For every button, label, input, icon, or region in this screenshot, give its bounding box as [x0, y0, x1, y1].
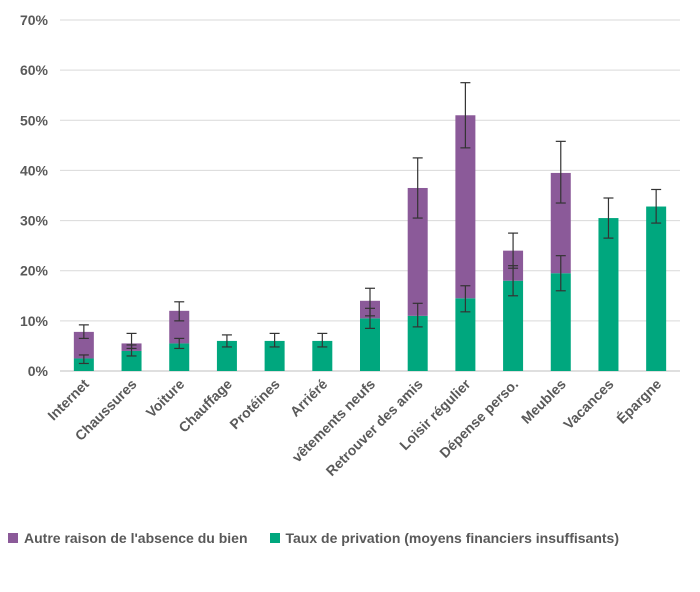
- bar-deprivation-rate: [169, 343, 190, 371]
- y-tick-label: 20%: [20, 263, 49, 279]
- x-category-label: Arriéré: [287, 376, 331, 420]
- error-bar-deprivation-rate: [555, 255, 566, 292]
- error-bars: [78, 82, 662, 365]
- bars: [73, 115, 667, 371]
- grid-lines: [60, 19, 680, 372]
- y-tick-label: 70%: [20, 12, 49, 28]
- y-tick-label: 10%: [20, 313, 49, 329]
- y-tick-label: 50%: [20, 112, 49, 128]
- error-bar-deprivation-rate: [174, 337, 185, 350]
- error-bar-other-reason: [555, 140, 566, 204]
- x-category-label: Épargne: [613, 376, 664, 427]
- legend-swatch-purple: [8, 533, 18, 543]
- legend: Autre raison de l'absence du bien Taux d…: [8, 530, 698, 546]
- error-bar-deprivation-rate: [317, 332, 328, 348]
- error-bar-deprivation-rate: [603, 197, 614, 239]
- error-bar-other-reason: [174, 301, 185, 322]
- error-bar-other-reason: [460, 82, 471, 149]
- x-category-label: Protéines: [226, 376, 283, 433]
- bar-other-reason: [169, 310, 190, 344]
- y-axis-ticks: 0% 10% 20% 30% 40% 50% 60% 70%: [20, 12, 49, 379]
- bar-deprivation-rate: [598, 218, 619, 371]
- legend-label-other-reason: Autre raison de l'absence du bien: [24, 530, 248, 546]
- error-bar-deprivation-rate: [221, 334, 232, 348]
- bar-other-reason: [407, 187, 428, 316]
- legend-label-deprivation-rate: Taux de privation (moyens financiers ins…: [285, 530, 619, 546]
- error-bar-other-reason: [365, 287, 375, 317]
- bar-other-reason: [455, 115, 476, 299]
- bar-deprivation-rate: [646, 206, 667, 371]
- y-tick-label: 60%: [20, 62, 49, 78]
- x-category-label: vêtements neufs: [289, 376, 379, 466]
- x-category-label: Vacances: [560, 376, 617, 433]
- bar-deprivation-rate: [455, 298, 476, 371]
- error-bar-other-reason: [412, 157, 423, 219]
- bar-deprivation-rate: [312, 340, 333, 371]
- bar-other-reason: [550, 172, 571, 274]
- bar-deprivation-rate: [407, 315, 428, 371]
- error-bar-deprivation-rate: [412, 302, 423, 328]
- error-bar-deprivation-rate: [460, 285, 471, 313]
- bar-deprivation-rate: [550, 273, 571, 371]
- error-bar-other-reason: [78, 324, 89, 340]
- bar-deprivation-rate: [264, 340, 285, 371]
- x-category-label: Voiture: [143, 376, 188, 421]
- bar-deprivation-rate: [503, 280, 524, 371]
- x-category-label: Internet: [44, 376, 92, 424]
- bar-deprivation-rate: [73, 358, 94, 371]
- y-tick-label: 30%: [20, 213, 49, 229]
- error-bar-deprivation-rate: [651, 188, 662, 224]
- legend-item-deprivation-rate: Taux de privation (moyens financiers ins…: [269, 530, 619, 546]
- error-bar-other-reason: [508, 232, 519, 269]
- legend-item-other-reason: Autre raison de l'absence du bien: [8, 530, 248, 546]
- y-tick-label: 0%: [28, 363, 49, 379]
- error-bar-deprivation-rate: [269, 332, 280, 348]
- y-tick-label: 40%: [20, 162, 49, 178]
- legend-swatch-green: [269, 533, 280, 543]
- bar-deprivation-rate: [360, 318, 380, 371]
- bar-deprivation-rate: [216, 340, 237, 371]
- error-bar-deprivation-rate: [78, 354, 89, 365]
- error-bar-other-reason: [126, 332, 137, 350]
